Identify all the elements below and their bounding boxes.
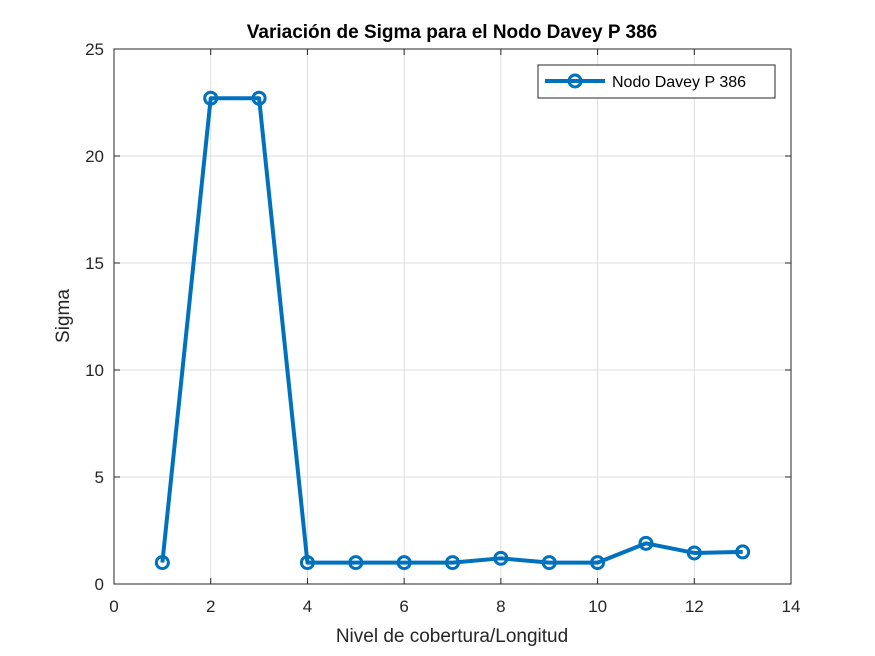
data-point-marker <box>154 555 170 571</box>
series-group <box>154 90 751 571</box>
series-line <box>160 96 743 565</box>
data-point-marker <box>686 545 702 561</box>
y-tick-label: 0 <box>95 575 104 594</box>
axis-ticks: 0 2 4 6 8 10 12 14 0 5 10 15 20 25 <box>85 40 800 616</box>
x-tick-label: 0 <box>109 597 118 616</box>
y-tick-label: 25 <box>85 40 104 59</box>
legend: Nodo Davey P 386 <box>537 64 776 99</box>
plot-area <box>114 49 791 584</box>
data-point-marker <box>203 90 219 106</box>
data-point-marker <box>541 555 557 571</box>
x-tick-label: 14 <box>782 597 801 616</box>
x-axis-label: Nivel de cobertura/Longitud <box>336 626 568 647</box>
x-tick-label: 2 <box>206 597 215 616</box>
chart-title: Variación de Sigma para el Nodo Davey P … <box>247 22 657 43</box>
data-point-marker <box>299 555 315 571</box>
data-point-marker <box>348 555 364 571</box>
y-tick-label: 20 <box>85 147 104 166</box>
x-tick-label: 4 <box>303 597 312 616</box>
x-tick-label: 6 <box>399 597 408 616</box>
data-point-marker <box>396 555 412 571</box>
data-point-marker <box>590 555 606 571</box>
y-tick-label: 15 <box>85 254 104 273</box>
x-tick-label: 8 <box>496 597 505 616</box>
y-tick-label: 5 <box>95 468 104 487</box>
data-point-marker <box>735 544 751 560</box>
data-point-marker <box>251 90 267 106</box>
y-axis-label: Sigma <box>53 289 74 343</box>
axes-box <box>113 48 792 585</box>
x-tick-label: 10 <box>588 597 607 616</box>
y-tick-label: 10 <box>85 361 104 380</box>
data-point-marker <box>638 535 654 551</box>
data-point-marker <box>445 555 460 571</box>
data-point-marker <box>493 550 509 566</box>
legend-marker-sample <box>567 73 583 89</box>
legend-entry-label: Nodo Davey P 386 <box>612 74 746 91</box>
x-tick-label: 12 <box>685 597 704 616</box>
